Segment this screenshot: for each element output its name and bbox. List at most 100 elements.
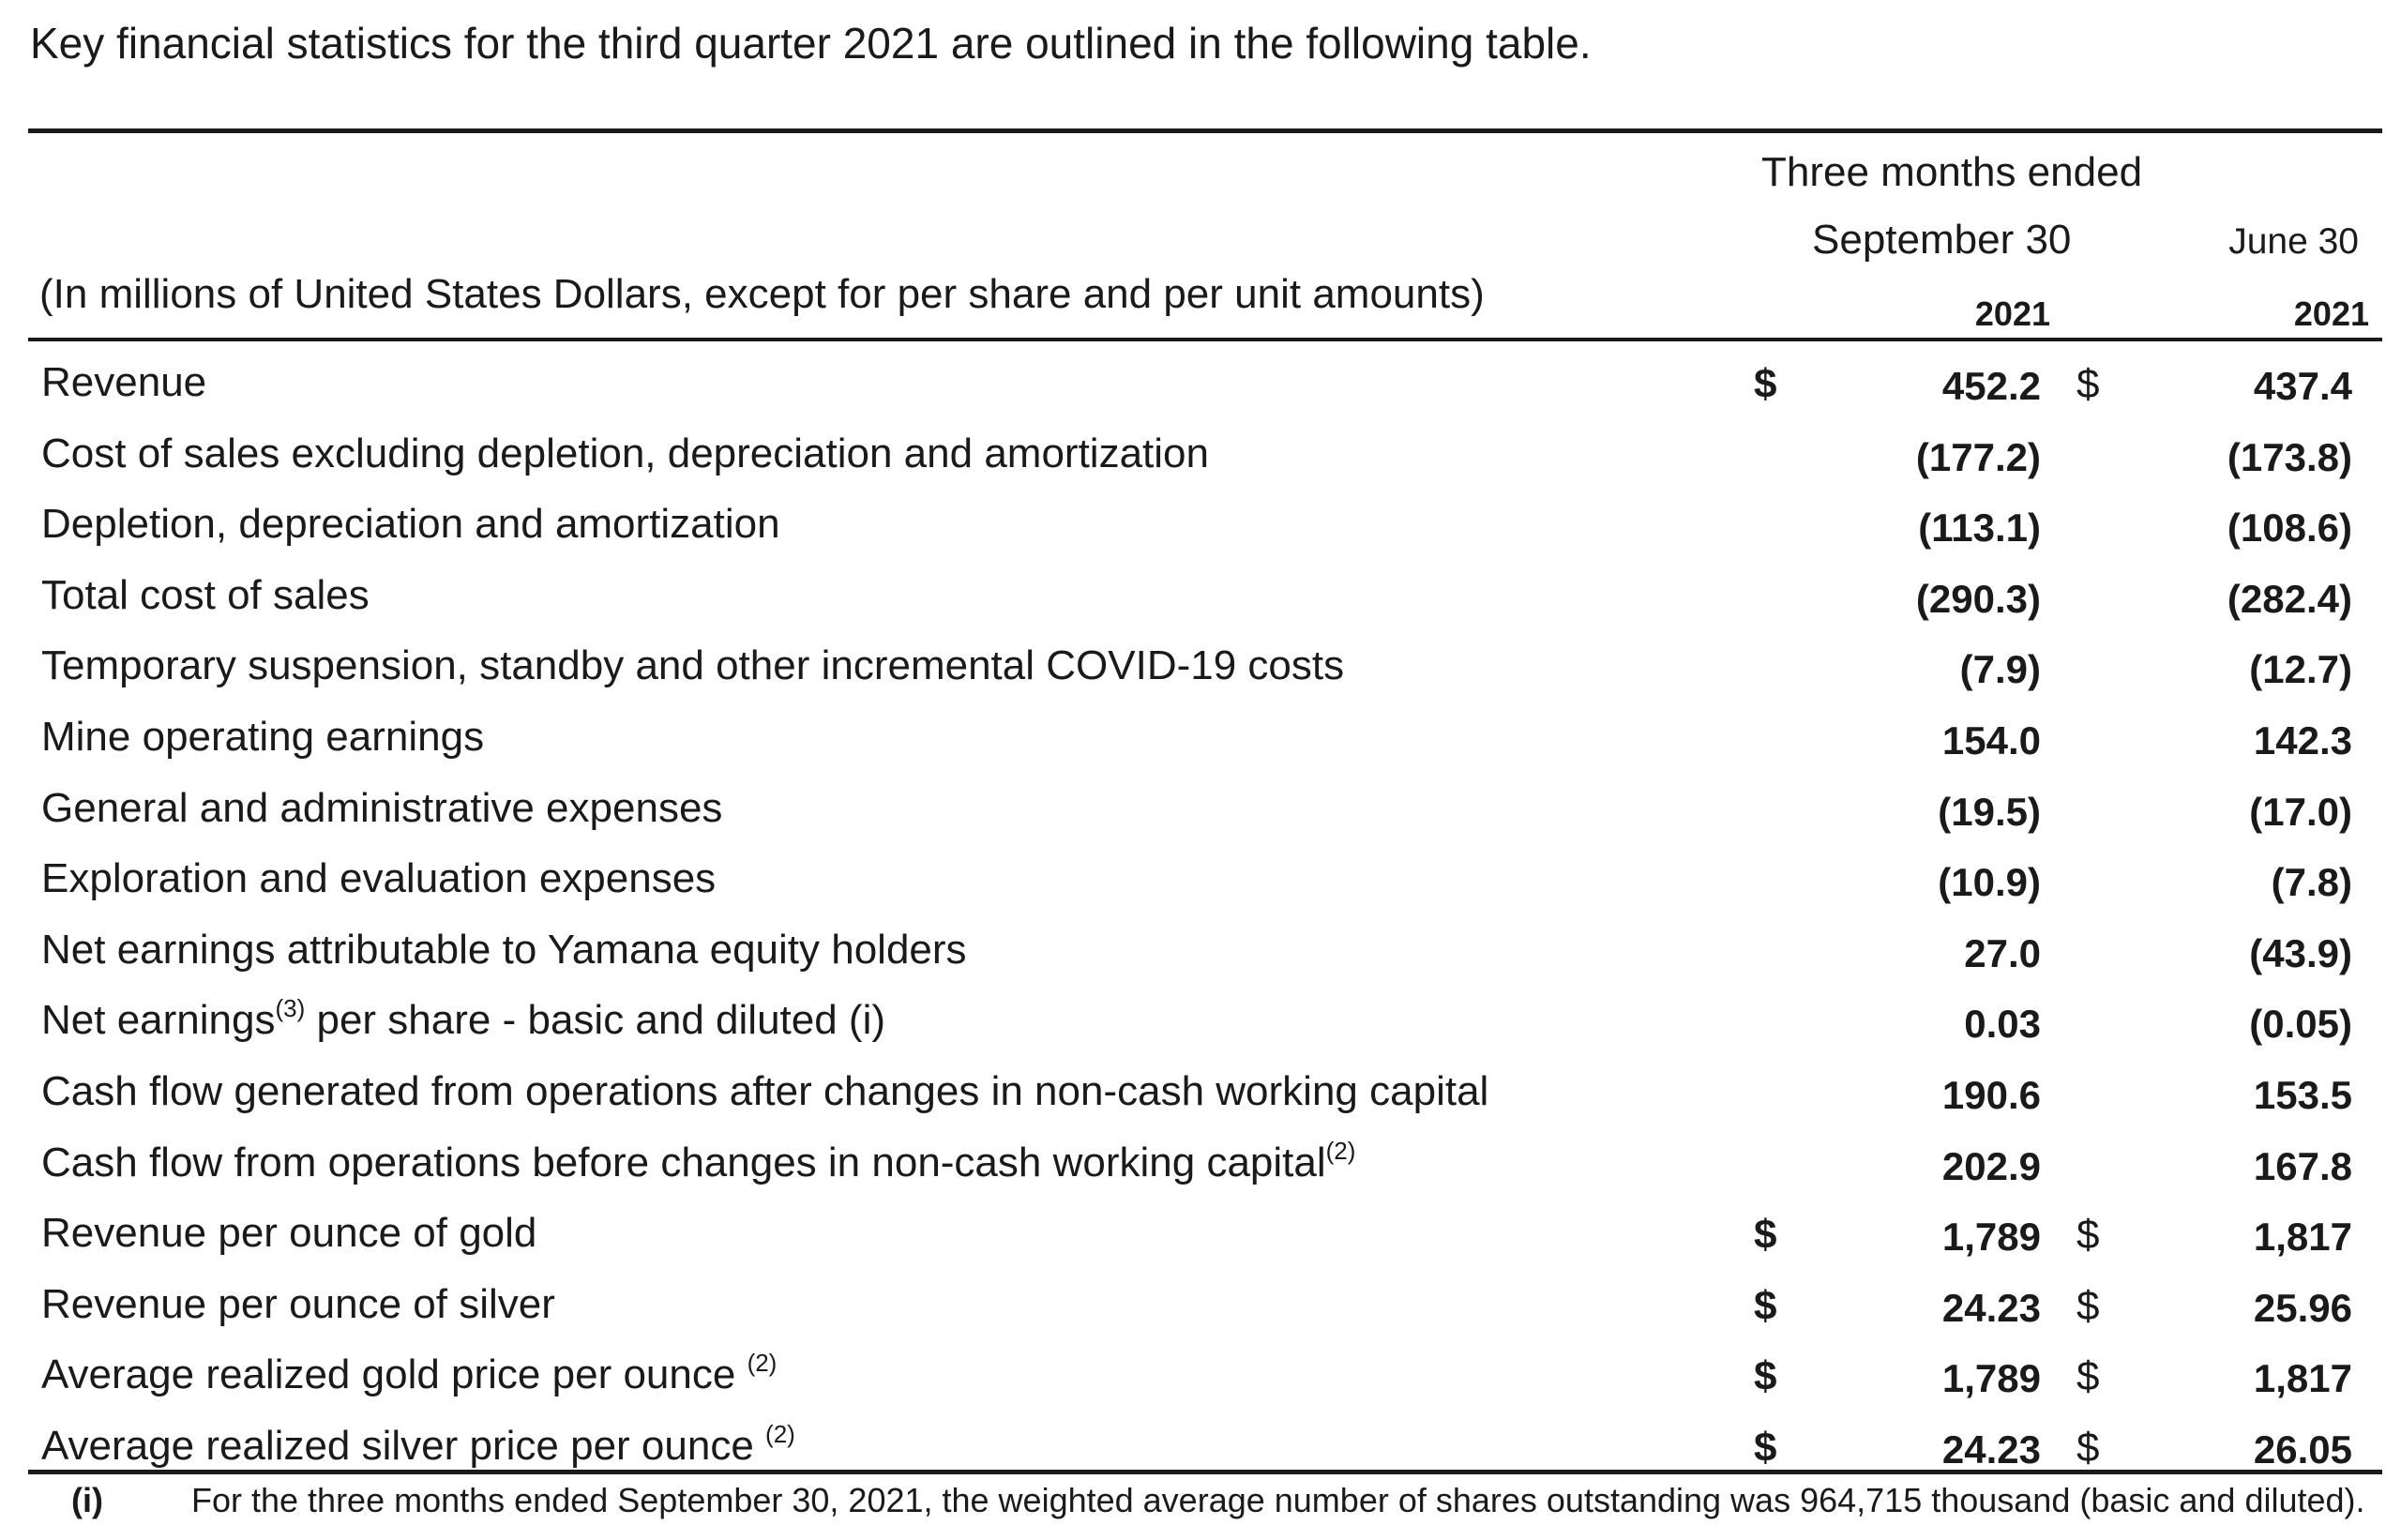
currency-symbol: $ — [2076, 1212, 2100, 1259]
row-label: Revenue per ounce of silver — [41, 1276, 555, 1333]
value-sep-2021: 452.2 — [1941, 364, 2041, 408]
table-row: Cash flow from operations before changes… — [0, 1129, 2401, 1200]
footnote-reference: (2) — [1325, 1136, 1356, 1165]
row-label-text: Exploration and evaluation expenses — [41, 855, 717, 902]
col2-period-header: June 30 — [2228, 221, 2359, 262]
row-label: Average realized gold price per ounce (2… — [41, 1347, 777, 1403]
currency-symbol: $ — [2076, 1425, 2100, 1471]
row-label-text: Revenue — [41, 359, 207, 405]
table-row: Net earnings(3) per share - basic and di… — [0, 987, 2401, 1057]
value-jun-2021: (43.9) — [2249, 930, 2352, 975]
row-label: Revenue per ounce of gold — [41, 1205, 536, 1261]
row-label: Revenue — [41, 355, 206, 411]
row-label: Total cost of sales — [41, 567, 370, 624]
units-note: (In millions of United States Dollars, e… — [39, 271, 1485, 317]
row-label-text: Average realized gold price per ounce — [41, 1351, 747, 1398]
value-sep-2021: (10.9) — [1938, 860, 2041, 905]
footnote-reference: (2) — [765, 1420, 795, 1448]
row-label-text: Temporary suspension, standby and other … — [41, 642, 1345, 689]
table-row: Depletion, depreciation and amortization… — [0, 491, 2401, 561]
table-row: General and administrative expenses (19.5… — [0, 775, 2401, 845]
period-group-header: Three months ended — [1761, 149, 2143, 195]
row-label-text: Depletion, depreciation and amortization — [41, 501, 780, 548]
value-sep-2021: 24.23 — [1941, 1427, 2041, 1472]
footnote-reference: (3) — [275, 994, 306, 1023]
header-rule — [28, 338, 2382, 341]
footnote-marker: (i) — [71, 1481, 103, 1519]
row-label: Net earnings(3) per share - basic and di… — [41, 992, 885, 1049]
table-row: Mine operating earnings 154.0 142.3 — [0, 703, 2401, 774]
table-row: Cash flow generated from operations afte… — [0, 1058, 2401, 1128]
table-row: Average realized gold price per ounce (2… — [0, 1341, 2401, 1412]
value-sep-2021: 27.0 — [1964, 930, 2041, 975]
value-jun-2021: (7.8) — [2271, 860, 2352, 905]
currency-symbol: $ — [2076, 1282, 2100, 1329]
table-row: Net earnings attributable to Yamana equi… — [0, 916, 2401, 987]
row-label: Cash flow from operations before changes… — [41, 1135, 1355, 1191]
row-label-text: General and administrative expenses — [41, 784, 723, 831]
currency-symbol: $ — [2076, 361, 2100, 407]
value-jun-2021: (17.0) — [2249, 789, 2352, 834]
row-label: Depletion, depreciation and amortization — [41, 496, 780, 552]
row-label: Cash flow generated from operations afte… — [41, 1064, 1488, 1120]
col1-year-header: 2021 — [1974, 294, 2050, 333]
table-row: Total cost of sales (290.3) (282.4) — [0, 562, 2401, 632]
table-row: Exploration and evaluation expenses (10.9… — [0, 845, 2401, 915]
row-label-text: Total cost of sales — [41, 571, 370, 618]
value-sep-2021: (19.5) — [1938, 789, 2041, 834]
value-sep-2021: (113.1) — [1918, 506, 2041, 551]
value-sep-2021: 190.6 — [1941, 1073, 2041, 1117]
row-label: Exploration and evaluation expenses — [41, 851, 716, 907]
table-top-rule — [28, 128, 2382, 133]
table-row: Revenue per ounce of gold $1,789 $1,817 — [0, 1200, 2401, 1270]
col1-period-header: September 30 — [1812, 217, 2072, 263]
currency-symbol: $ — [1754, 1212, 1777, 1259]
value-sep-2021: 24.23 — [1941, 1285, 2041, 1330]
row-label-text: Cost of sales excluding depletion, depre… — [41, 430, 1209, 476]
value-sep-2021: 0.03 — [1964, 1002, 2041, 1047]
row-label-text: Revenue per ounce of gold — [41, 1210, 537, 1257]
value-jun-2021: 1,817 — [2253, 1215, 2352, 1260]
table-row: Cost of sales excluding depletion, depre… — [0, 420, 2401, 491]
row-label-text: Net earnings — [41, 997, 276, 1044]
row-label-text: Average realized silver price per ounce — [41, 1423, 766, 1469]
value-jun-2021: 153.5 — [2253, 1073, 2352, 1117]
value-jun-2021: 25.96 — [2253, 1285, 2352, 1330]
footnote-text: For the three months ended September 30,… — [191, 1481, 2365, 1519]
currency-symbol: $ — [1754, 361, 1777, 407]
value-jun-2021: 26.05 — [2253, 1427, 2352, 1472]
value-sep-2021: (7.9) — [1959, 647, 2041, 692]
table-row: Revenue $452.2 $437.4 — [0, 349, 2401, 419]
row-label-text: Cash flow generated from operations afte… — [41, 1068, 1489, 1114]
currency-symbol: $ — [2076, 1353, 2100, 1400]
footnote-reference: (2) — [747, 1349, 778, 1378]
row-label: Temporary suspension, standby and other … — [41, 638, 1344, 694]
table-row: Revenue per ounce of silver $24.23 $25.96 — [0, 1271, 2401, 1341]
currency-symbol: $ — [1754, 1425, 1777, 1471]
value-jun-2021: (0.05) — [2249, 1002, 2352, 1047]
value-sep-2021: 1,789 — [1941, 1215, 2041, 1260]
value-jun-2021: 437.4 — [2253, 364, 2352, 408]
currency-symbol: $ — [1754, 1282, 1777, 1329]
value-sep-2021: (177.2) — [1915, 434, 2041, 479]
table-row: Temporary suspension, standby and other … — [0, 632, 2401, 702]
value-sep-2021: 202.9 — [1941, 1143, 2041, 1188]
value-jun-2021: (173.8) — [2227, 434, 2352, 479]
value-sep-2021: 1,789 — [1941, 1356, 2041, 1401]
row-label: Cost of sales excluding depletion, depre… — [41, 426, 1209, 482]
value-jun-2021: 1,817 — [2253, 1356, 2352, 1401]
row-label-text: Net earnings attributable to Yamana equi… — [41, 926, 967, 973]
value-jun-2021: 167.8 — [2253, 1143, 2352, 1188]
table-bottom-rule — [28, 1470, 2382, 1474]
value-jun-2021: (108.6) — [2227, 506, 2352, 551]
value-jun-2021: 142.3 — [2253, 718, 2352, 762]
value-jun-2021: (12.7) — [2249, 647, 2352, 692]
table-row: Average realized silver price per ounce … — [0, 1412, 2401, 1483]
row-label-text: Cash flow from operations before changes… — [41, 1139, 1326, 1185]
row-label: General and administrative expenses — [41, 780, 722, 837]
value-jun-2021: (282.4) — [2227, 576, 2352, 621]
row-label-text: Mine operating earnings — [41, 714, 485, 760]
row-label-text: Revenue per ounce of silver — [41, 1280, 555, 1327]
row-label-suffix: per share - basic and diluted (i) — [305, 997, 886, 1044]
value-sep-2021: (290.3) — [1915, 576, 2041, 621]
